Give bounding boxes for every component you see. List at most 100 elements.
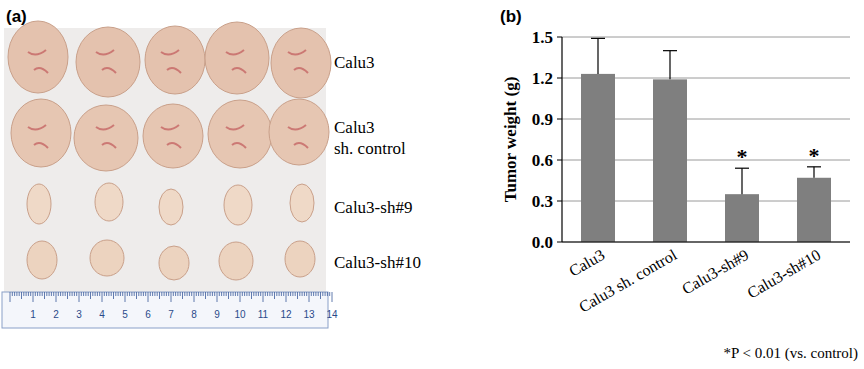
ruler-tick [313, 292, 314, 296]
ruler-tick [286, 292, 287, 302]
ruler-tick [62, 292, 63, 296]
ruler-tick [212, 292, 213, 296]
ruler-tick [111, 292, 112, 296]
tumor [269, 99, 329, 165]
ruler-tick [189, 292, 190, 296]
ruler-tick [148, 292, 149, 302]
ruler-tick [299, 292, 300, 296]
y-tick [557, 78, 562, 79]
ruler-tick [166, 292, 167, 296]
figure: (a)1234567891011121314Calu3Calu3sh. cont… [0, 0, 864, 369]
ruler-tick [56, 292, 57, 302]
ruler-tick [200, 292, 201, 296]
tumor [285, 241, 315, 277]
error-stem [669, 51, 670, 80]
ruler-tick [302, 292, 303, 296]
ruler-tick [10, 292, 11, 302]
ruler-tick [265, 292, 266, 296]
ruler-label: 12 [280, 309, 292, 320]
y-axis [561, 37, 562, 242]
bars [581, 38, 831, 242]
ruler-tick [12, 292, 13, 296]
ruler-tick [83, 292, 84, 296]
x-tick-label: Calu3 sh. control [576, 246, 680, 316]
footnote: *P < 0.01 (vs. control) [723, 345, 858, 362]
ruler-label: 8 [191, 309, 197, 320]
tumor-vessel [288, 50, 308, 73]
y-tick [557, 160, 562, 161]
ruler-tick [85, 292, 86, 296]
ruler-tick [60, 292, 61, 296]
y-tick-label: 0.9 [532, 110, 553, 129]
ruler-tick [295, 292, 296, 296]
ruler-tick [79, 292, 80, 302]
ruler-tick [28, 292, 29, 296]
ruler-tick [214, 292, 215, 296]
ruler-tick [125, 292, 126, 302]
tumor [11, 99, 71, 167]
ruler-tick [164, 292, 165, 296]
ruler-tick [49, 292, 50, 296]
ruler-label: 10 [234, 309, 246, 320]
ruler-tick [131, 292, 132, 296]
grid-line [562, 242, 850, 243]
ruler-tick [46, 292, 47, 296]
ruler-tick [251, 292, 252, 299]
ruler-tick [171, 292, 172, 302]
ruler-tick [240, 292, 241, 302]
ruler-tick [242, 292, 243, 296]
y-tick-label: 0.0 [532, 233, 553, 252]
grid-line [562, 37, 850, 38]
ruler-tick [297, 292, 298, 299]
ruler-tick [74, 292, 75, 296]
ruler-label: 11 [258, 309, 269, 320]
x-tick-label: Calu3-sh#9 [679, 246, 751, 298]
ruler-tick [263, 292, 264, 302]
ruler-tick [309, 292, 310, 302]
tumor [95, 183, 123, 221]
tumor-vessel [161, 125, 181, 148]
tumor [143, 104, 203, 168]
tumor [27, 241, 57, 279]
ruler-label: 5 [122, 309, 128, 320]
y-tick-label: 0.6 [532, 151, 553, 170]
tumor-vessel [161, 50, 181, 73]
tumor-vessel [288, 125, 308, 148]
bar [653, 79, 687, 242]
ruler-tick [173, 292, 174, 296]
ruler-tick [90, 292, 91, 299]
ruler-tick [237, 292, 238, 296]
ruler-tick [113, 292, 114, 299]
ruler-tick [191, 292, 192, 296]
ruler-tick [332, 292, 333, 302]
ruler-label: 9 [214, 309, 220, 320]
ruler-tick [315, 292, 316, 296]
ruler-tick [159, 292, 160, 299]
ruler-tick [118, 292, 119, 296]
row-label-line: Calu3-sh#10 [334, 253, 421, 272]
ruler-tick [99, 292, 100, 296]
ruler-tick [274, 292, 275, 299]
ruler [2, 292, 328, 328]
ruler-tick [136, 292, 137, 299]
ruler-tick [33, 292, 34, 302]
tumor [205, 22, 269, 94]
tumor-vessel [226, 125, 246, 148]
ruler-label: 1 [30, 309, 36, 320]
ruler-tick [134, 292, 135, 296]
ruler-tick [95, 292, 96, 296]
ruler-tick [290, 292, 291, 296]
ruler-label: 2 [53, 309, 59, 320]
ruler-tick [203, 292, 204, 296]
tumor [219, 242, 253, 280]
significance: * [737, 144, 748, 169]
ruler-tick [122, 292, 123, 296]
ruler-tick [21, 292, 22, 299]
error-bar [807, 167, 821, 178]
ruler-tick [161, 292, 162, 296]
ruler-tick [129, 292, 130, 296]
ruler-tick [30, 292, 31, 296]
ruler-tick [304, 292, 305, 296]
tumor [290, 184, 314, 222]
tumor-vessel [28, 50, 48, 73]
